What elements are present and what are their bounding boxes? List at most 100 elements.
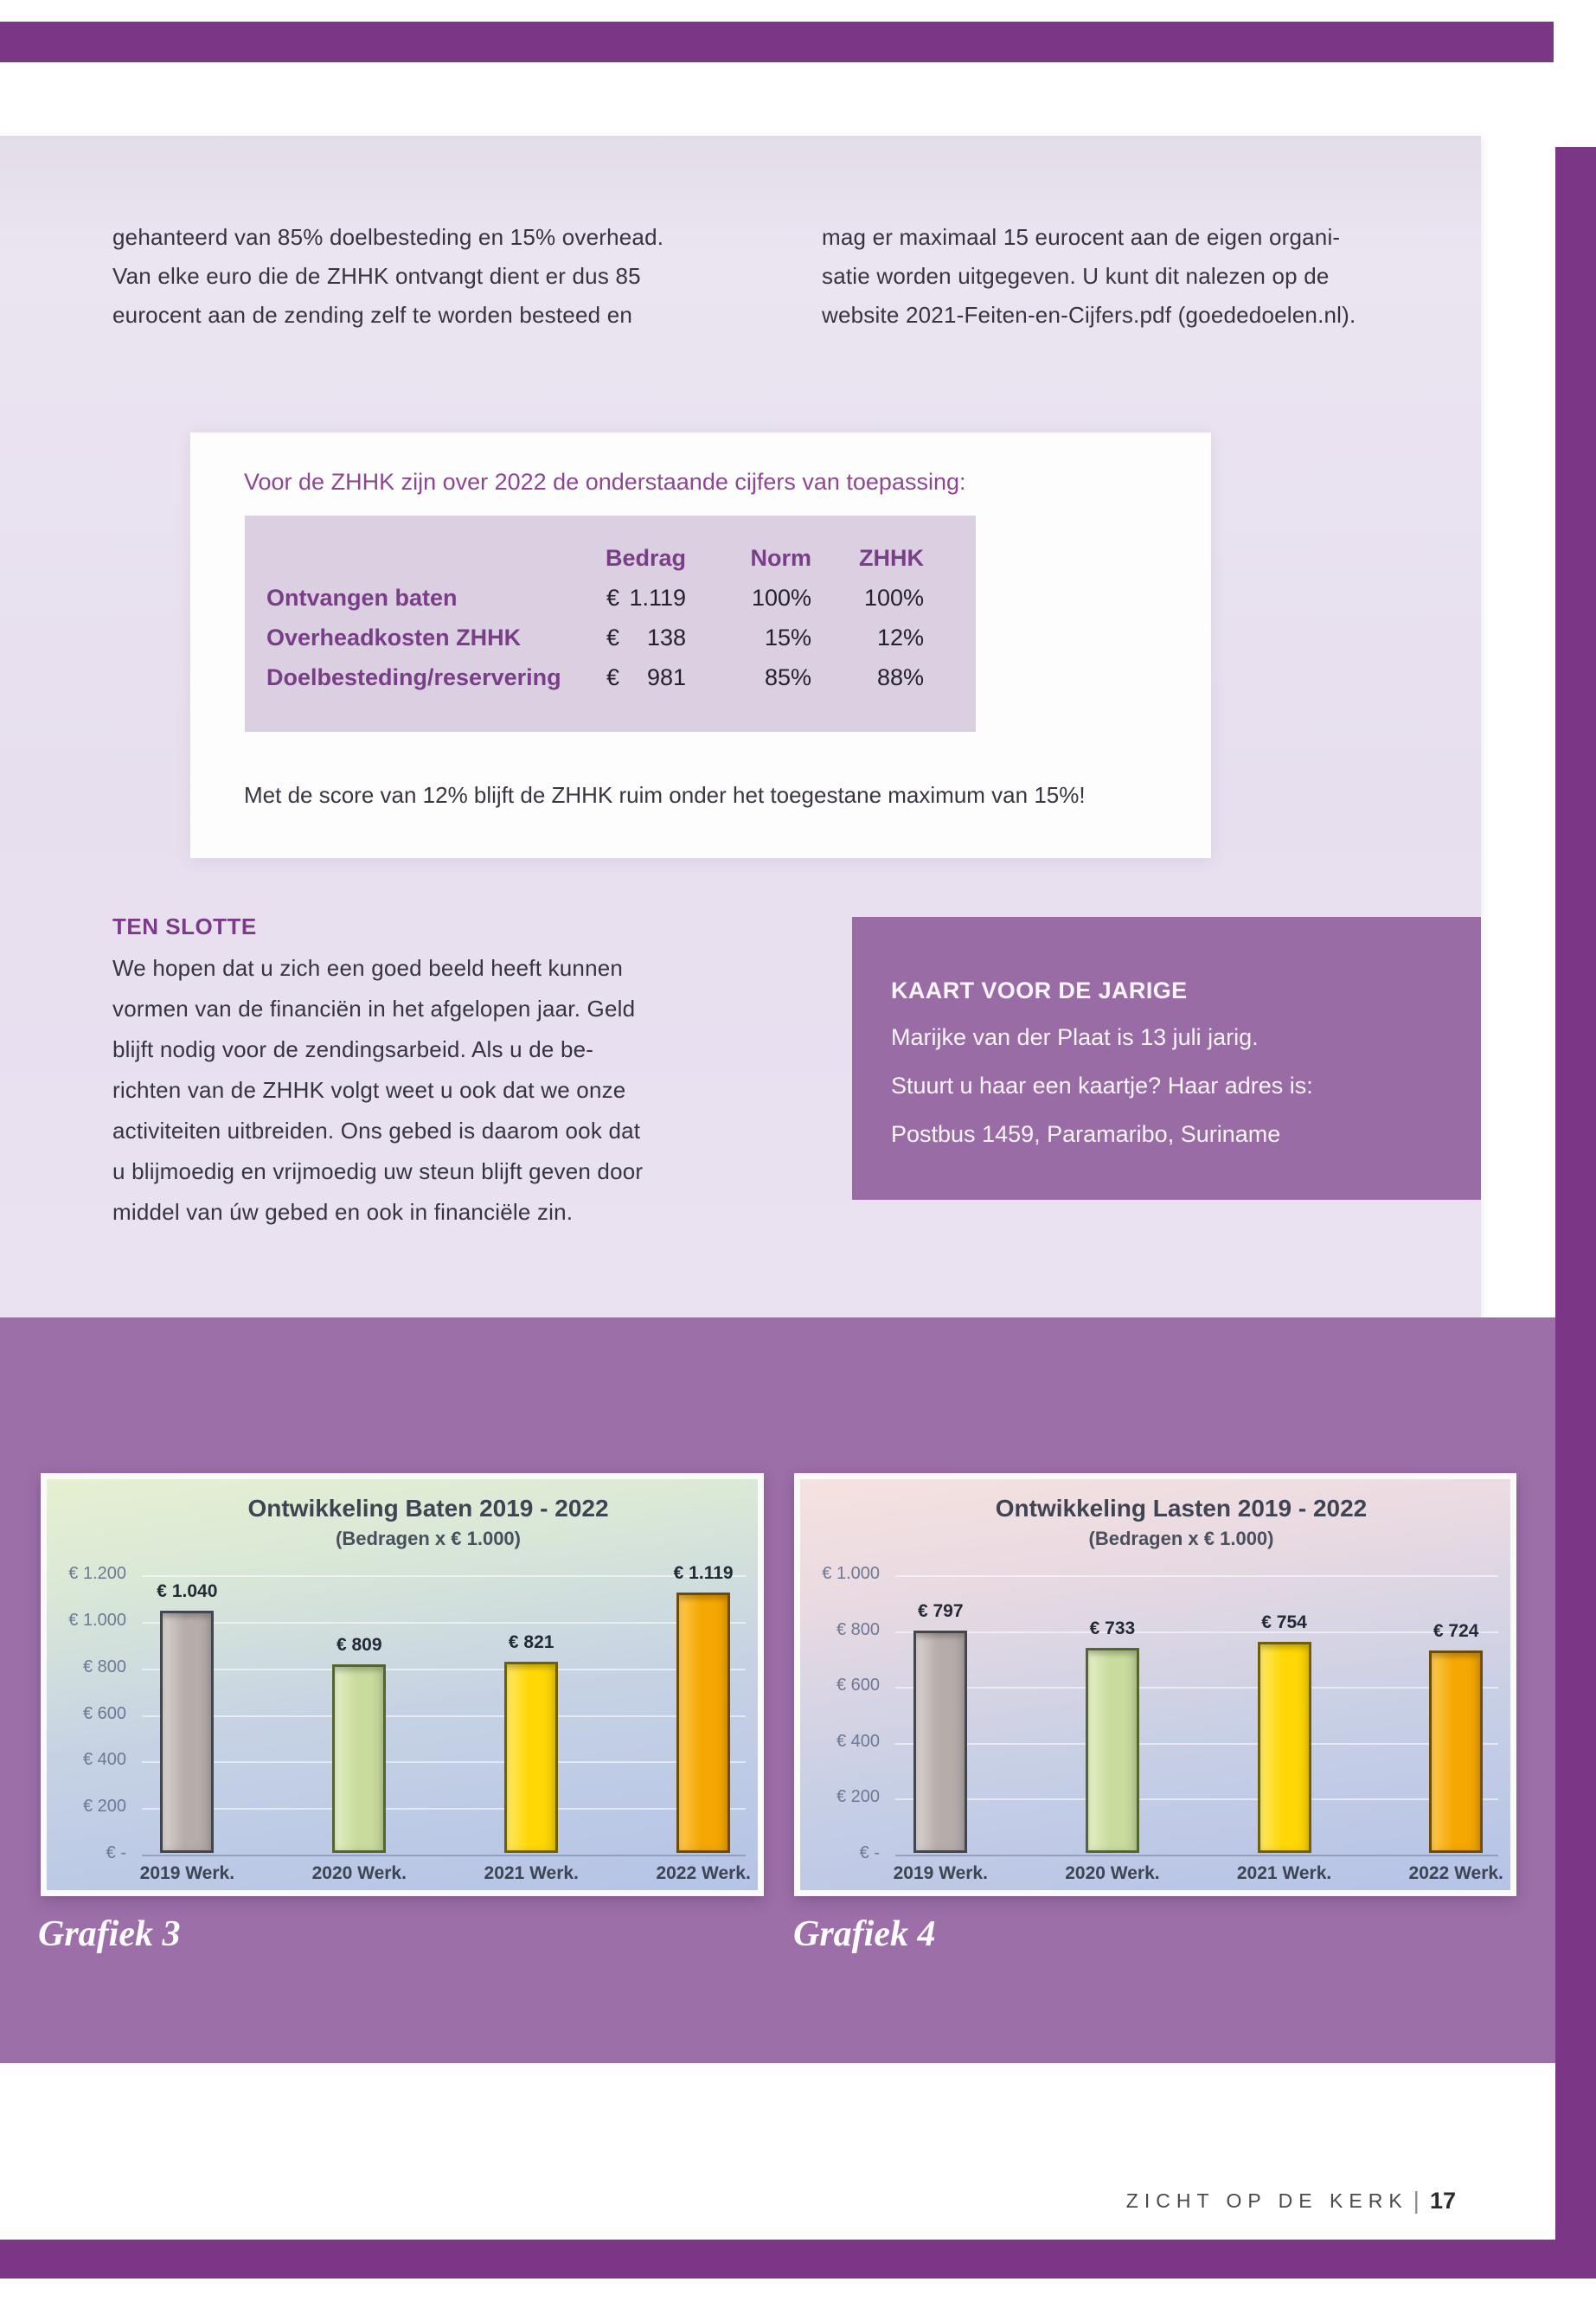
table-cell-zhhk: 88% [876,663,924,690]
bar-2019 [160,1611,215,1853]
bar-2019 [913,1631,968,1853]
y-axis-tick: € 1.000 [68,1610,126,1630]
y-axis-tick: € 600 [82,1703,126,1723]
x-axis-label: 2019 Werk. [893,1863,988,1883]
bar-value-label: € 821 [508,1632,554,1652]
y-axis-tick: € 1.000 [822,1564,880,1583]
table-cell-norm: 100% [751,584,811,611]
x-axis-label: 2021 Werk. [484,1863,579,1883]
chart-baten: Ontwikkeling Baten 2019 - 2022 (Bedragen … [41,1473,764,1896]
text-line: Postbus 1459, Paramaribo, Suriname [891,1121,1281,1147]
kaart-body: Marijke van der Plaat is 13 juli jarig. S… [891,1013,1446,1158]
gridline [142,1808,746,1811]
intro-paragraph-right: mag er maximaal 15 eurocent aan de eigen… [822,218,1497,335]
gridline [142,1575,746,1577]
table-cell-norm: 85% [764,663,811,690]
gridline [895,1742,1498,1745]
bar-value-label: € 724 [1433,1621,1479,1641]
bar-2022 [676,1593,731,1853]
x-axis-label: 2019 Werk. [139,1863,235,1883]
kaart-voor-de-jarige-box: KAART VOOR DE JARIGE Marijke van der Pla… [852,917,1481,1200]
text-line: satie worden uitgegeven. U kunt dit nale… [822,263,1330,289]
table-cell-bedrag: €138 [599,625,686,651]
gridline [142,1668,746,1670]
currency-symbol: € [606,663,620,690]
text-line: activiteiten uitbreiden. Ons gebed is da… [112,1118,641,1144]
text-line: mag er maximaal 15 eurocent aan de eigen… [822,224,1341,250]
table-row-label: Overheadkosten ZHHK [266,624,522,651]
top-accent-bar [0,22,1554,62]
bar-value-label: € 797 [917,1601,964,1621]
y-axis-tick: € 400 [836,1731,880,1751]
table-row-label: Ontvangen baten [266,584,458,611]
y-axis-tick: € 800 [82,1657,126,1676]
page-number: 17 [1429,2187,1456,2214]
y-axis-tick: € 400 [82,1750,126,1770]
text-line: richten van de ZHHK volgt weet u ook dat… [112,1077,626,1103]
text-line: Stuurt u haar een kaartje? Haar adres is… [891,1073,1313,1099]
y-axis-tick: € 600 [836,1676,880,1695]
table-cell-bedrag: €981 [599,664,686,691]
text-line: gehanteerd van 85% doelbesteding en 15% … [112,224,664,250]
table-cell-zhhk: 12% [876,624,924,651]
plot-area: € 797 2019 Werk. € 733 2020 Werk. € 754 2021 … [894,1479,1503,1883]
text-line: vormen van de financiën in het afgelopen… [112,996,636,1022]
gridline [142,1621,746,1624]
y-axis-tick: € 200 [82,1797,126,1817]
bar-2020 [332,1664,387,1853]
bar-value-label: € 733 [1089,1618,1136,1638]
bar-2020 [1085,1648,1139,1853]
bar-2021 [1257,1642,1311,1853]
text-line: u blijmoedig en vrijmoedig uw steun blij… [112,1158,644,1184]
y-axis-tick: € - [859,1843,880,1862]
footer-divider: | [1413,2187,1420,2214]
table-cell-zhhk: 100% [863,584,924,611]
figures-heading: Voor de ZHHK zijn over 2022 de onderstaa… [244,469,966,495]
gridline [142,1761,746,1764]
currency-symbol: € [606,584,620,611]
text-line: Van elke euro die de ZHHK ontvangt dient… [112,263,641,289]
right-accent-bar [1555,147,1596,2240]
chart-subtitle: (Bedragen x € 1.000) [336,1528,521,1549]
gridline [895,1798,1498,1801]
magazine-title: ZICHT OP DE KERK [1125,2189,1408,2212]
ten-slotte-heading: TEN SLOTTE [112,913,257,939]
y-axis-tick: € - [106,1843,126,1862]
text-line: blijft nodig voor de zendingsarbeid. Als… [112,1036,594,1062]
chart-title: Ontwikkeling Lasten 2019 - 2022 [995,1495,1368,1522]
chart-caption-grafiek-3: Grafiek 3 [38,1914,181,1954]
y-axis-tick: € 800 [836,1619,880,1639]
bar-2022 [1429,1650,1484,1853]
text-line: middel van úw gebed en ook in financiële… [112,1199,574,1225]
table-cell-bedrag: €1.119 [599,585,686,612]
figures-box: Voor de ZHHK zijn over 2022 de onderstaa… [190,433,1211,858]
table-header-bedrag: Bedrag [605,544,686,571]
bar-value-label: € 1.119 [673,1563,734,1583]
gridline [142,1855,746,1856]
x-axis-label: 2020 Werk. [311,1863,407,1883]
ten-slotte-paragraph: We hopen dat u zich een goed beeld heeft… [112,948,813,1233]
kaart-heading: KAART VOOR DE JARIGE [891,977,1188,1003]
chart-subtitle: (Bedragen x € 1.000) [1088,1528,1274,1549]
gridline [895,1631,1498,1633]
bar-value-label: € 1.040 [157,1581,218,1601]
x-axis-label: 2021 Werk. [1236,1863,1332,1883]
table-header-zhhk: ZHHK [859,544,924,571]
y-axis-tick: € 1.200 [68,1564,126,1583]
bar-value-label: € 754 [1261,1612,1307,1632]
gridline [895,1687,1498,1689]
bar-2021 [504,1662,559,1853]
intro-paragraph-left: gehanteerd van 85% doelbesteding en 15% … [112,218,787,335]
figures-table: Bedrag Norm ZHHK Ontvangen baten €1.119 10… [245,516,976,732]
bottom-accent-bar [0,2240,1596,2279]
chart-title: Ontwikkeling Baten 2019 - 2022 [247,1495,609,1522]
text-line: We hopen dat u zich een goed beeld heeft… [112,955,624,981]
x-axis-label: 2022 Werk. [656,1863,751,1883]
x-axis-label: 2022 Werk. [1408,1863,1503,1883]
chart-lasten: Ontwikkeling Lasten 2019 - 2022 (Bedragen… [794,1473,1516,1896]
y-axis-tick: € 200 [836,1787,880,1807]
currency-symbol: € [606,624,620,651]
text-line: website 2021-Feiten-en-Cijfers.pdf (goed… [822,302,1356,328]
page-footer: ZICHT OP DE KERK | 17 [1126,2187,1456,2214]
